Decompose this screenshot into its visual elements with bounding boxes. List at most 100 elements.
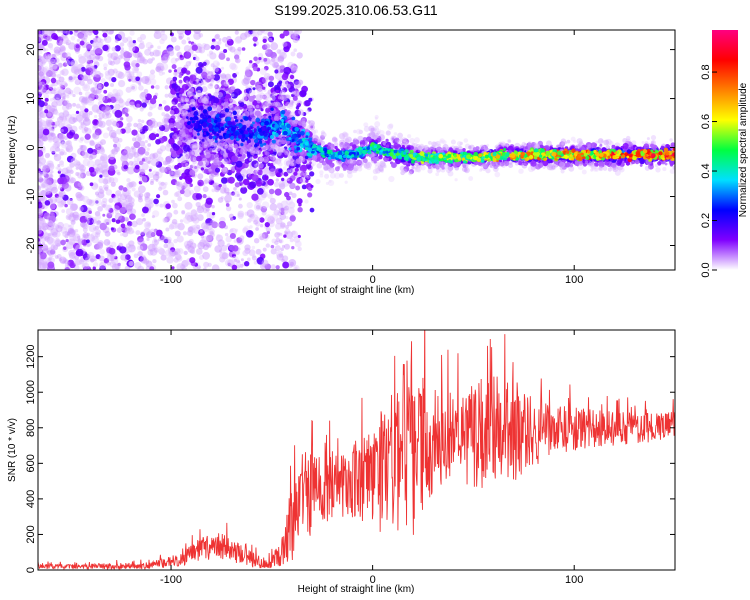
spectrogram-cell (84, 234, 89, 239)
spectrogram-cell (108, 198, 114, 203)
spectrogram-cell (124, 245, 133, 254)
spectrogram-cell (107, 241, 111, 245)
spectrogram-cell (176, 30, 185, 35)
spectrogram-cell (38, 266, 41, 270)
spectrogram-cell (137, 36, 143, 43)
spectrogram-cell (58, 148, 65, 156)
spectrogram-cell (282, 261, 290, 269)
spectrogram-cell (144, 139, 148, 144)
spectrogram-cell (285, 231, 294, 240)
spectrogram-cell (42, 48, 47, 52)
spectrogram-cell (240, 168, 247, 174)
spectrogram-cell (83, 127, 89, 132)
spectrogram-cell (46, 52, 51, 57)
spectrogram-cell (155, 171, 160, 176)
spectrogram-cell (185, 61, 191, 67)
spectrogram-cell (82, 118, 91, 126)
spectrogram-cell (99, 222, 107, 231)
spectrogram-cell (166, 143, 171, 148)
spectrogram-cell (171, 101, 175, 105)
spectrogram-cell (137, 265, 145, 270)
spectrogram-cell (48, 86, 54, 92)
spectrogram-cell (109, 30, 114, 35)
spectrogram-cell (244, 73, 252, 81)
spectrogram-cell (245, 66, 250, 71)
spectrogram-cell (288, 259, 297, 267)
spectrogram-cell (82, 222, 89, 230)
spectrogram-cell (77, 163, 85, 171)
spectrogram-cell (479, 168, 483, 172)
spectrogram-cell (212, 182, 217, 188)
spectrogram-cell (125, 203, 134, 211)
spectrogram-cell (81, 96, 89, 104)
spectrogram-cell (323, 166, 329, 172)
spectrogram-cell (73, 86, 82, 95)
spectrogram-cell (53, 110, 58, 115)
spectrogram-cell (38, 217, 44, 224)
spectrogram-cell (42, 258, 46, 262)
spectrogram-cell (296, 52, 303, 59)
spectrogram-cell (76, 161, 81, 166)
spectrogram-cell (172, 127, 178, 133)
spectrogram-cell (283, 234, 287, 238)
spectrogram-cell (172, 76, 178, 82)
spectrogram-cell (226, 35, 232, 42)
spectrogram-cell (197, 160, 204, 167)
spectrogram-cell (233, 88, 242, 96)
spectrogram-cell (136, 103, 141, 108)
spectrogram-cell (603, 139, 610, 146)
spectrogram-cell (94, 82, 101, 89)
spectrogram-cell (268, 75, 275, 82)
spectrogram-cell (58, 112, 65, 119)
spectrogram-cell (270, 264, 276, 270)
spectrogram-cell (47, 220, 54, 226)
spectrogram-cell (265, 171, 271, 176)
spectrogram-cell (102, 213, 106, 217)
spectrogram-cell (274, 69, 279, 74)
spectrogram-cell (265, 243, 270, 248)
spectrogram-cell (216, 223, 221, 227)
spectrogram-cell (52, 73, 57, 78)
spectrogram-cell (192, 211, 199, 219)
spectrogram-cell (270, 39, 274, 43)
spectrogram-cell (273, 209, 280, 216)
spectrogram-cell (98, 112, 105, 119)
spectrogram-cell (172, 144, 180, 152)
spectrogram-cell (80, 168, 86, 174)
spectrogram-cell (157, 105, 163, 111)
spectrogram-cell (54, 239, 62, 247)
spectrogram-cell (301, 164, 307, 170)
spectrogram-cell (217, 40, 222, 45)
spectrogram-cell (144, 192, 151, 199)
spectrogram-cell (144, 156, 152, 164)
spectrogram-cell (129, 101, 135, 108)
spectrogram-cell (283, 30, 290, 37)
spectrogram-cell (233, 239, 238, 243)
spectrogram-cell (260, 153, 264, 157)
spectrogram-cell (160, 30, 165, 36)
spectrogram-cell (104, 186, 109, 191)
spectrogram-cell (291, 32, 299, 40)
spectrogram-cell (233, 258, 238, 262)
spectrogram-cell (263, 57, 268, 62)
spectrogram-cell (374, 121, 381, 128)
spectrogram-cell (128, 44, 136, 52)
spectrogram-cell (195, 224, 201, 230)
spectrogram-cell (118, 99, 126, 108)
spectrogram-cell (38, 208, 41, 213)
spectrogram-cell (144, 151, 150, 156)
spectrogram-cell (61, 194, 65, 198)
spectrogram-cell (42, 135, 48, 142)
spectrogram-cell (87, 147, 94, 154)
spectrogram-cell (157, 45, 161, 50)
spectrogram-cell (108, 129, 117, 138)
spectrogram-cell (42, 227, 47, 232)
spectrogram-cell (159, 249, 166, 256)
spectrogram-cell (136, 55, 145, 64)
spectrogram-cell (202, 61, 207, 66)
spectrogram-cell (394, 145, 398, 149)
spectrogram-cell (234, 58, 239, 63)
spectrogram-cell (187, 225, 196, 234)
spectrogram-cell (215, 234, 223, 242)
